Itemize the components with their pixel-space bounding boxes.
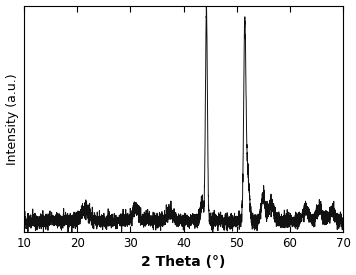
Y-axis label: Intensity (a.u.): Intensity (a.u.)	[6, 73, 19, 165]
X-axis label: 2 Theta (°): 2 Theta (°)	[141, 255, 226, 270]
